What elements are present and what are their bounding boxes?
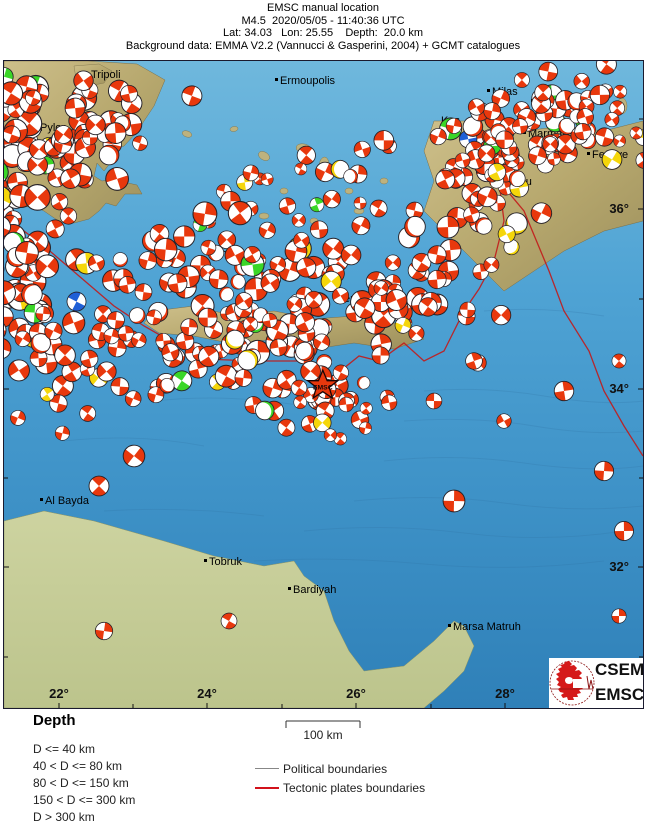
svg-text:32°: 32°	[609, 559, 629, 574]
svg-text:Al Bayda: Al Bayda	[45, 495, 90, 507]
svg-text:28°: 28°	[495, 686, 515, 701]
svg-text:EMSC: EMSC	[595, 685, 643, 704]
svg-text:36°: 36°	[609, 201, 629, 216]
svg-text:Marsa Matruh: Marsa Matruh	[453, 621, 521, 633]
svg-text:CSEM: CSEM	[595, 660, 643, 679]
svg-text:26°: 26°	[346, 686, 366, 701]
svg-text:Ermoupolis: Ermoupolis	[280, 75, 336, 87]
svg-text:EMSC: EMSC	[313, 384, 333, 391]
svg-text:Bardiyah: Bardiyah	[293, 584, 336, 596]
svg-text:22°: 22°	[49, 686, 69, 701]
svg-text:Tripoli: Tripoli	[91, 69, 121, 81]
svg-text:34°: 34°	[609, 381, 629, 396]
svg-text:Tobruk: Tobruk	[209, 556, 243, 568]
svg-text:24°: 24°	[197, 686, 217, 701]
